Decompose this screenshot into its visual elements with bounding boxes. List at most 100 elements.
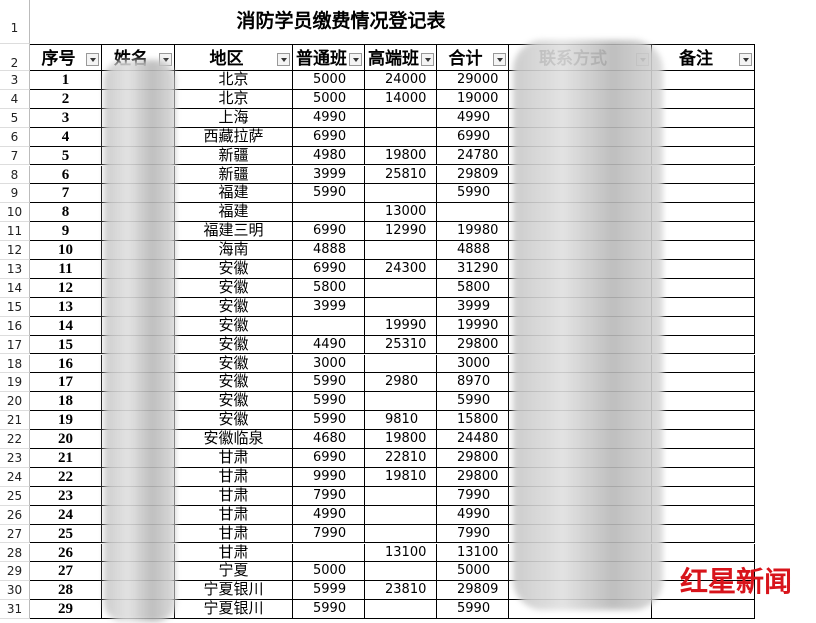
watermark: 红星新闻 <box>680 565 793 598</box>
filter-button[interactable] <box>739 53 752 66</box>
cell: 西藏拉萨 <box>175 127 293 147</box>
cell: 14 <box>30 316 102 336</box>
cell: 5990 <box>437 184 509 204</box>
cell: 15800 <box>437 411 509 431</box>
cell: 4990 <box>437 108 509 128</box>
cell: 宁夏 <box>175 562 293 582</box>
cell: 19800 <box>365 430 437 449</box>
column-header: 合计 <box>437 44 509 71</box>
cell: 26 <box>30 543 102 563</box>
empty-cell <box>652 316 755 336</box>
cell: 22810 <box>365 449 437 468</box>
cell: 20 <box>30 430 102 449</box>
cell: 28 <box>30 581 102 601</box>
cell: 甘肃 <box>175 449 293 468</box>
cell: 23810 <box>365 581 437 601</box>
cell: 福建 <box>175 184 293 204</box>
cell: 21 <box>30 449 102 468</box>
column-header: 地区 <box>175 44 293 71</box>
cell: 19990 <box>365 316 437 336</box>
cell <box>365 278 437 298</box>
cell: 安徽 <box>175 335 293 355</box>
row-number: 10 <box>0 203 30 223</box>
cell: 5999 <box>293 581 365 601</box>
row-number: 24 <box>0 467 30 487</box>
filter-button[interactable] <box>349 53 362 66</box>
cell: 4888 <box>437 241 509 260</box>
cell <box>365 241 437 260</box>
cell: 4990 <box>437 505 509 525</box>
row-number: 31 <box>0 600 30 620</box>
column-header: 普通班 <box>293 44 365 71</box>
empty-cell <box>652 89 755 109</box>
cell: 29800 <box>437 467 509 487</box>
cell: 19990 <box>437 316 509 336</box>
cell: 3999 <box>293 297 365 317</box>
filter-button[interactable] <box>421 53 434 66</box>
cell: 4990 <box>293 108 365 128</box>
filter-button[interactable] <box>493 53 506 66</box>
column-header: 序号 <box>30 44 102 71</box>
cell: 2980 <box>365 373 437 393</box>
cell: 4 <box>30 127 102 147</box>
cell: 12990 <box>365 222 437 242</box>
cell <box>293 203 365 223</box>
row-number: 5 <box>0 108 30 128</box>
cell: 5000 <box>293 562 365 582</box>
row-number: 11 <box>0 222 30 242</box>
empty-cell <box>652 543 755 563</box>
empty-cell <box>652 127 755 147</box>
row-number: 30 <box>0 581 30 601</box>
empty-cell <box>652 165 755 185</box>
cell: 上海 <box>175 108 293 128</box>
filter-button[interactable] <box>86 53 99 66</box>
row-number: 28 <box>0 543 30 563</box>
cell: 福建 <box>175 203 293 223</box>
cell: 25810 <box>365 165 437 185</box>
cell <box>365 184 437 204</box>
empty-cell <box>652 335 755 355</box>
cell: 29800 <box>437 335 509 355</box>
cell: 宁夏银川 <box>175 581 293 601</box>
cell: 甘肃 <box>175 467 293 487</box>
empty-cell <box>652 71 755 90</box>
empty-cell <box>652 260 755 279</box>
cell: 29800 <box>437 449 509 468</box>
cell: 2 <box>30 89 102 109</box>
cell: 9990 <box>293 467 365 487</box>
empty-cell <box>652 505 755 525</box>
blurred-names <box>104 60 176 622</box>
empty-cell <box>652 392 755 412</box>
cell: 4680 <box>293 430 365 449</box>
row-number: 1 <box>0 0 30 44</box>
cell: 19 <box>30 411 102 431</box>
empty-cell <box>652 373 755 393</box>
row-number: 13 <box>0 260 30 279</box>
empty-cell <box>652 203 755 223</box>
cell: 4888 <box>293 241 365 260</box>
empty-cell <box>652 467 755 487</box>
empty-cell <box>652 411 755 431</box>
row-number: 25 <box>0 486 30 506</box>
cell: 13100 <box>437 543 509 563</box>
row-number: 22 <box>0 430 30 449</box>
empty-cell <box>652 146 755 166</box>
row-number: 15 <box>0 297 30 317</box>
cell: 福建三明 <box>175 222 293 242</box>
cell: 安徽 <box>175 373 293 393</box>
cell: 23 <box>30 486 102 506</box>
cell <box>365 524 437 544</box>
cell: 5990 <box>293 411 365 431</box>
cell: 22 <box>30 467 102 487</box>
row-number: 26 <box>0 505 30 525</box>
cell: 13 <box>30 297 102 317</box>
cell: 5800 <box>293 278 365 298</box>
cell: 甘肃 <box>175 486 293 506</box>
row-number: 17 <box>0 335 30 355</box>
cell: 19800 <box>365 146 437 166</box>
filter-button[interactable] <box>277 53 290 66</box>
cell: 24300 <box>365 260 437 279</box>
cell: 安徽 <box>175 316 293 336</box>
cell <box>365 392 437 412</box>
cell: 5800 <box>437 278 509 298</box>
